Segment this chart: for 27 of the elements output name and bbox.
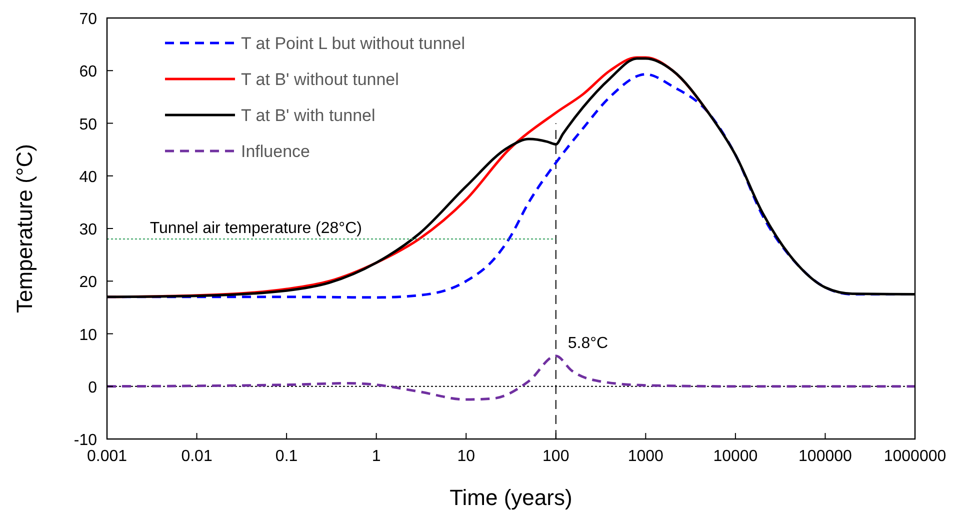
x-tick-label: 1000 [628,448,664,465]
x-tick-label: 0.01 [181,448,212,465]
x-tick-label: 1 [372,448,381,465]
annotation: Tunnel air temperature (28°C) [150,220,362,238]
x-tick-label: 0.001 [86,448,128,465]
x-tick-label: 100000 [798,448,852,465]
x-axis-title: Time (years) [450,485,572,510]
y-axis-title: Temperature (°C) [12,144,37,313]
y-tick-label: 70 [79,11,98,28]
annotation: 5.8°C [568,334,608,352]
y-tick-label: 20 [79,274,98,292]
y-tick-label: 30 [79,222,98,238]
y-tick-label: 0 [88,379,98,396]
x-tick-label: 10 [457,448,476,465]
y-tick-label: 50 [79,116,98,134]
x-tick-label: 1000000 [884,448,946,465]
y-tick-label: -10 [74,432,98,449]
legend-label: T at Point L but without tunnel [241,34,465,53]
legend-label: T at B' without tunnel [241,70,399,89]
x-tick-label: 100 [542,448,570,465]
y-tick-label: 10 [79,326,98,344]
x-tick-label: 10000 [713,448,758,465]
y-tick-label: 40 [79,168,98,186]
y-tick-label: 60 [79,64,98,81]
legend-label: T at B' with tunnel [241,106,376,125]
x-tick-label: 0.1 [275,448,298,465]
legend-label: Influence [241,142,310,161]
